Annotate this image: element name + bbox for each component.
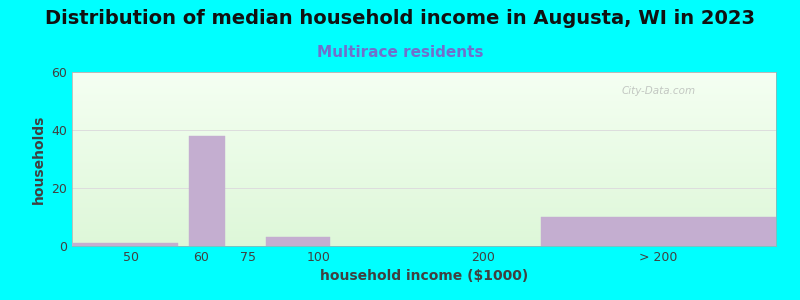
Text: Distribution of median household income in Augusta, WI in 2023: Distribution of median household income … <box>45 9 755 28</box>
Bar <box>266 237 330 246</box>
Bar <box>190 136 225 246</box>
Bar <box>542 217 776 246</box>
X-axis label: household income ($1000): household income ($1000) <box>320 269 528 284</box>
Text: City-Data.com: City-Data.com <box>621 86 695 96</box>
Text: Multirace residents: Multirace residents <box>317 45 483 60</box>
Bar <box>72 243 178 246</box>
Y-axis label: households: households <box>32 114 46 204</box>
